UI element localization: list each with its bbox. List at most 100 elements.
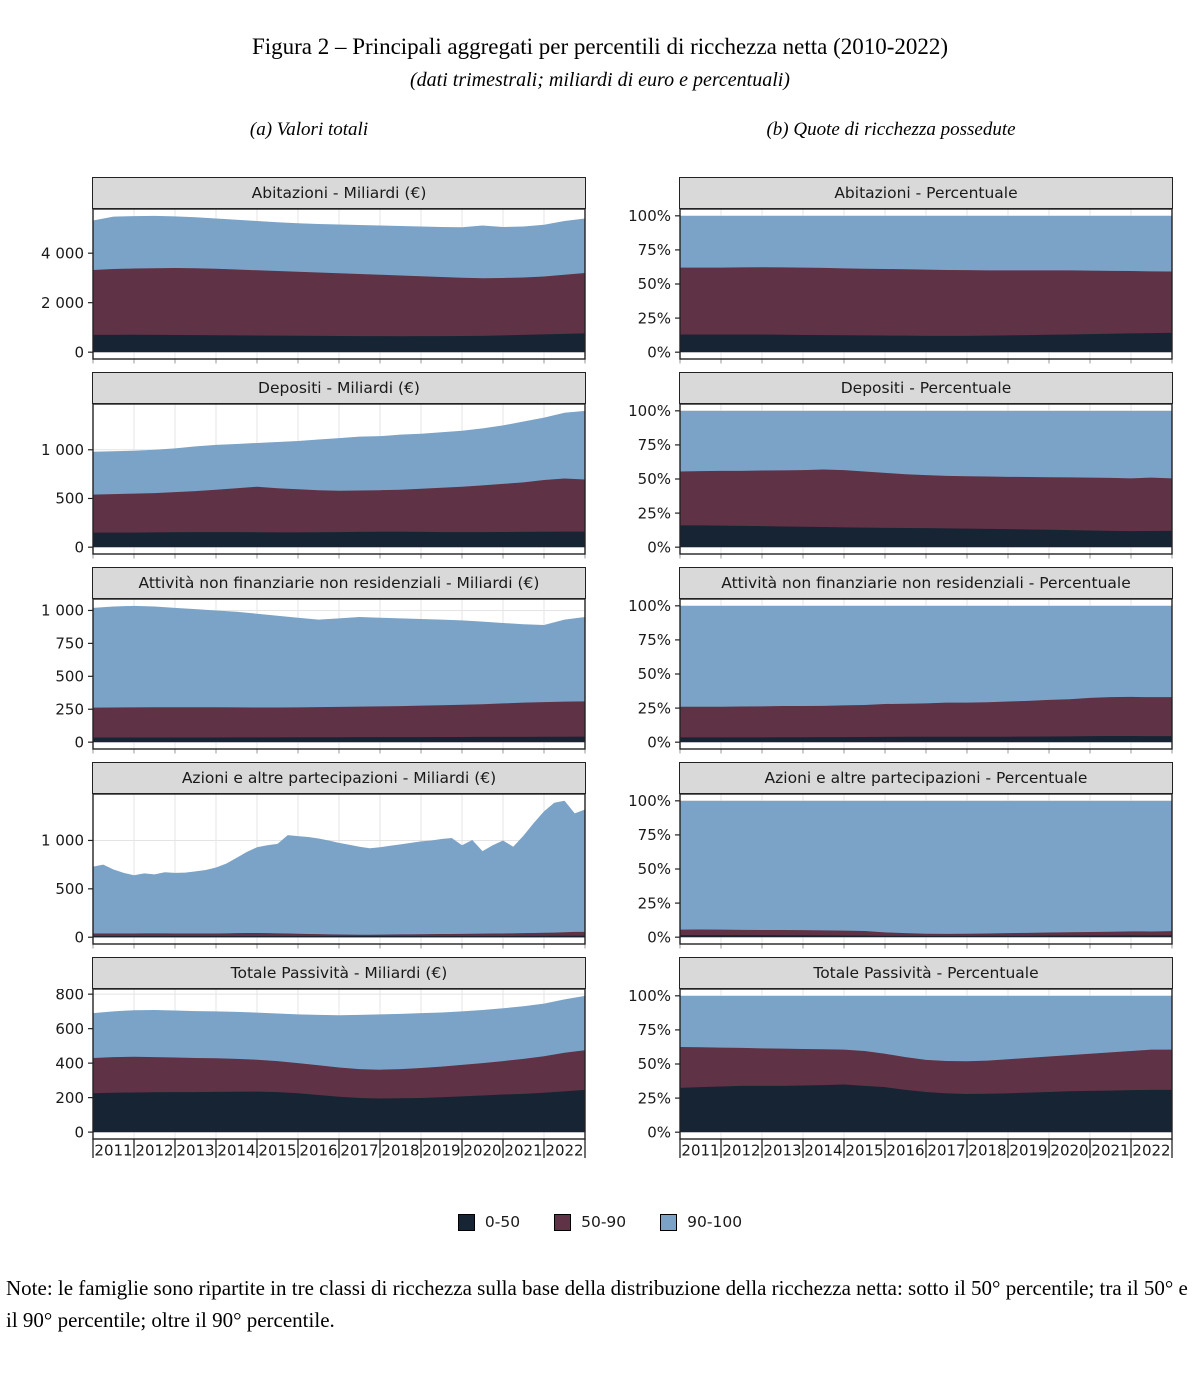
svg-text:200: 200 xyxy=(55,1089,84,1107)
legend-item-0-50: 0-50 xyxy=(457,1213,521,1231)
chart-azioni-percentuale: Azioni e altre partecipazioni - Percentu… xyxy=(605,762,1176,950)
svg-text:100%: 100% xyxy=(628,599,671,615)
legend-label: 0-50 xyxy=(484,1213,521,1231)
svg-text:2016: 2016 xyxy=(886,1142,924,1160)
plot-depositi-percentuale: 0% 25% 50% 75% 100% xyxy=(628,404,1173,559)
svg-text:2022: 2022 xyxy=(1132,1142,1170,1160)
svg-text:2013: 2013 xyxy=(176,1142,214,1160)
plot-passivita-percentuale: 0%25%50%75%100%2011 2012 2013 2014 2015 2016 2… xyxy=(628,989,1173,1160)
svg-text:1 000: 1 000 xyxy=(41,441,84,459)
svg-text:750: 750 xyxy=(55,635,84,653)
svg-text:0: 0 xyxy=(74,343,84,361)
svg-text:2019: 2019 xyxy=(422,1142,460,1160)
svg-text:50%: 50% xyxy=(638,860,671,878)
strip-depositi-miliardi: Depositi - Miliardi (€) xyxy=(92,372,586,404)
svg-text:2017: 2017 xyxy=(340,1142,378,1160)
svg-text:100%: 100% xyxy=(628,209,671,225)
strip-abitazioni-miliardi: Abitazioni - Miliardi (€) xyxy=(92,177,586,209)
strip-azioni-miliardi: Azioni e altre partecipazioni - Miliardi… xyxy=(92,762,586,794)
plot-attivita-miliardi: 0 250 500 750 1 000 xyxy=(41,599,586,754)
chart-row-abitazioni: Abitazioni - Miliardi (€) 0 2 000 4 000 Ab… xyxy=(18,177,1182,365)
svg-text:500: 500 xyxy=(55,490,84,508)
plot-azioni-miliardi: 0 500 1 000 xyxy=(41,794,586,949)
svg-text:4 000: 4 000 xyxy=(41,244,84,262)
svg-text:2021: 2021 xyxy=(1091,1142,1129,1160)
chart-depositi-percentuale: Depositi - Percentuale 0% 25% 50% 75% 100% xyxy=(605,372,1176,560)
chart-passivita-percentuale: Totale Passività - Percentuale 0% 25% 50% 7… xyxy=(605,957,1176,1169)
figure-note: Note: le famiglie sono ripartite in tre … xyxy=(6,1276,1188,1332)
svg-text:0: 0 xyxy=(74,928,84,946)
svg-text:50%: 50% xyxy=(638,665,671,683)
svg-text:75%: 75% xyxy=(638,631,671,649)
svg-text:0%: 0% xyxy=(647,733,671,751)
plot-depositi-miliardi: 0 500 1 000 xyxy=(41,404,586,559)
plot-abitazioni-percentuale: 0% 25% 50% 75% 100% xyxy=(628,209,1173,364)
legend-swatch-0-50 xyxy=(457,1213,475,1231)
figure-title: Figura 2 – Principali aggregati per perc… xyxy=(251,34,949,59)
svg-text:2019: 2019 xyxy=(1009,1142,1047,1160)
chart-depositi-miliardi: Depositi - Miliardi (€) 0 500 1 000 xyxy=(18,372,589,560)
svg-text:2017: 2017 xyxy=(927,1142,965,1160)
svg-text:50%: 50% xyxy=(638,275,671,293)
svg-text:600: 600 xyxy=(55,1020,84,1038)
column-header-b: (b) Quote di ricchezza possedute xyxy=(766,119,1016,140)
svg-text:2022: 2022 xyxy=(545,1142,583,1160)
svg-text:25%: 25% xyxy=(638,894,671,912)
svg-text:2016: 2016 xyxy=(299,1142,337,1160)
svg-text:100%: 100% xyxy=(628,989,671,1005)
svg-text:2018: 2018 xyxy=(968,1142,1006,1160)
svg-text:1 000: 1 000 xyxy=(41,832,84,850)
chart-row-azioni: Azioni e altre partecipazioni - Miliardi… xyxy=(18,762,1182,950)
svg-text:2015: 2015 xyxy=(845,1142,883,1160)
legend-swatch-50-90 xyxy=(554,1213,572,1231)
svg-text:25%: 25% xyxy=(638,504,671,522)
svg-text:75%: 75% xyxy=(638,241,671,259)
svg-text:0%: 0% xyxy=(647,538,671,556)
legend-item-90-100: 90-100 xyxy=(660,1213,742,1231)
svg-text:2012: 2012 xyxy=(135,1142,173,1160)
legend-swatch-90-100 xyxy=(660,1213,678,1231)
strip-passivita-miliardi: Totale Passività - Miliardi (€) xyxy=(92,957,586,989)
svg-text:75%: 75% xyxy=(638,436,671,454)
svg-text:100%: 100% xyxy=(628,404,671,420)
svg-text:400: 400 xyxy=(55,1054,84,1072)
chart-abitazioni-miliardi: Abitazioni - Miliardi (€) 0 2 000 4 000 xyxy=(18,177,589,365)
svg-text:2014: 2014 xyxy=(804,1142,842,1160)
svg-text:25%: 25% xyxy=(638,699,671,717)
strip-passivita-percentuale: Totale Passività - Percentuale xyxy=(679,957,1173,989)
svg-text:50%: 50% xyxy=(638,470,671,488)
plot-azioni-percentuale: 0% 25% 50% 75% 100% xyxy=(628,794,1173,949)
svg-text:0: 0 xyxy=(74,1123,84,1141)
legend-label: 50-90 xyxy=(581,1213,627,1231)
svg-text:2020: 2020 xyxy=(463,1142,501,1160)
svg-text:75%: 75% xyxy=(638,826,671,844)
svg-text:0%: 0% xyxy=(647,343,671,361)
svg-text:2014: 2014 xyxy=(217,1142,255,1160)
chart-passivita-miliardi: Totale Passività - Miliardi (€) 0 200 400 6… xyxy=(18,957,589,1169)
charts-grid: Abitazioni - Miliardi (€) 0 2 000 4 000 Ab… xyxy=(18,177,1182,1169)
svg-text:2018: 2018 xyxy=(381,1142,419,1160)
column-header-a: (a) Valori totali xyxy=(249,119,369,140)
chart-row-attivita: Attività non finanziarie non residenzial… xyxy=(18,567,1182,755)
svg-text:2020: 2020 xyxy=(1050,1142,1088,1160)
strip-depositi-percentuale: Depositi - Percentuale xyxy=(679,372,1173,404)
svg-text:2011: 2011 xyxy=(681,1142,719,1160)
svg-text:0%: 0% xyxy=(647,1123,671,1141)
svg-text:2 000: 2 000 xyxy=(41,294,84,312)
plot-abitazioni-miliardi: 0 2 000 4 000 xyxy=(41,209,586,364)
figure-subtitle: (dati trimestrali; miliardi di euro e pe… xyxy=(410,69,790,91)
chart-azioni-miliardi: Azioni e altre partecipazioni - Miliardi… xyxy=(18,762,589,950)
svg-text:100%: 100% xyxy=(628,794,671,810)
svg-text:250: 250 xyxy=(55,700,84,718)
svg-text:2012: 2012 xyxy=(722,1142,760,1160)
svg-text:2015: 2015 xyxy=(258,1142,296,1160)
svg-text:2011: 2011 xyxy=(94,1142,132,1160)
column-headers: (a) Valori totali (b) Quote di ricchezza… xyxy=(18,119,1182,141)
svg-text:800: 800 xyxy=(55,989,84,1003)
chart-abitazioni-percentuale: Abitazioni - Percentuale 0% 25% 50% 75% 100% xyxy=(605,177,1176,365)
svg-text:0%: 0% xyxy=(647,928,671,946)
svg-text:50%: 50% xyxy=(638,1055,671,1073)
strip-abitazioni-percentuale: Abitazioni - Percentuale xyxy=(679,177,1173,209)
svg-text:25%: 25% xyxy=(638,1089,671,1107)
